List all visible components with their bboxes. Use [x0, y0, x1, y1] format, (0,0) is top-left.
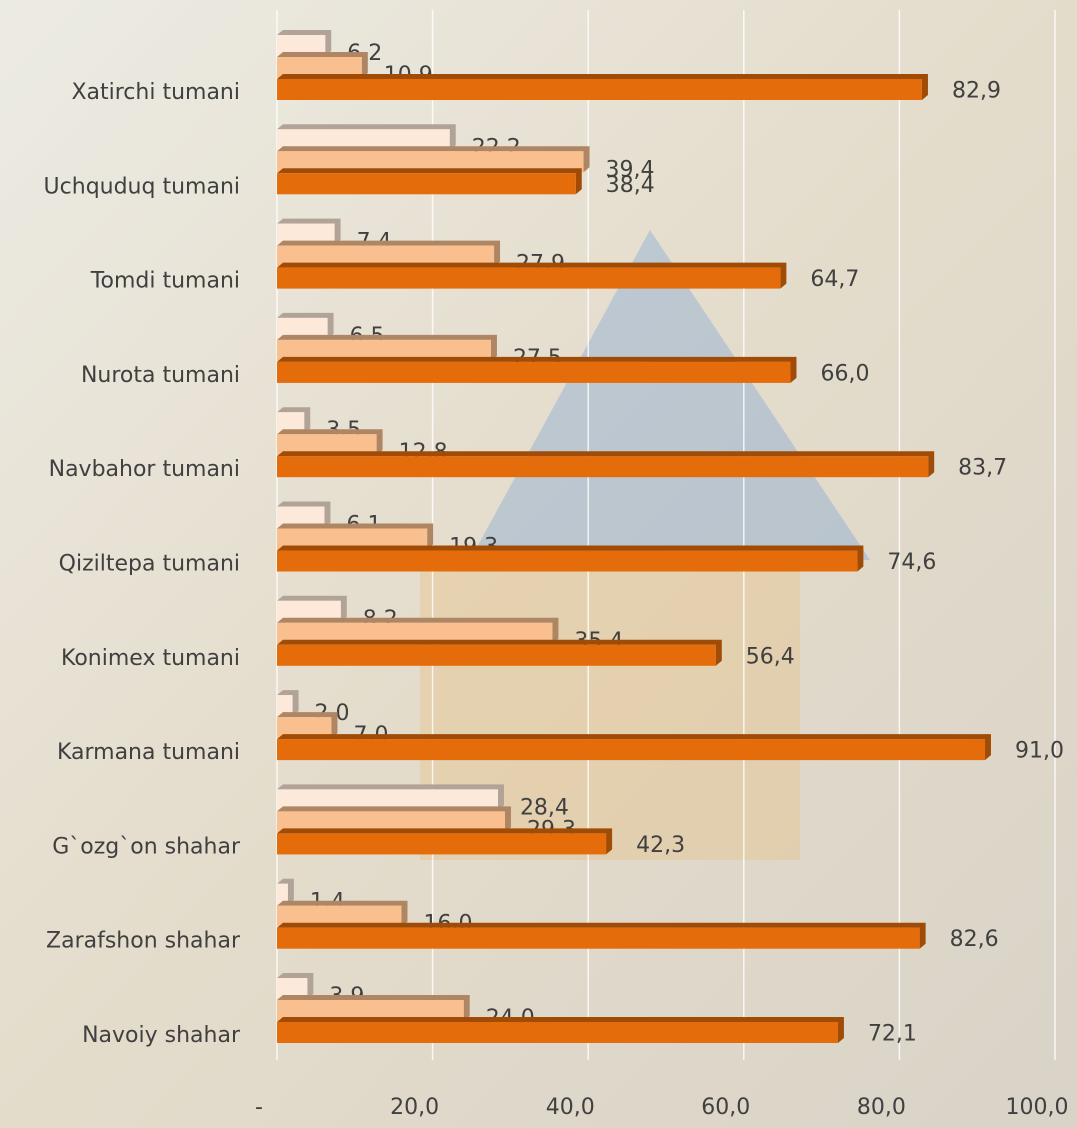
bar [277, 644, 716, 666]
x-tick-label: 40,0 [546, 1095, 595, 1120]
category-label: Xatirchi tumani [71, 80, 240, 105]
bar-side [277, 74, 928, 100]
value-label: 64,7 [810, 267, 859, 292]
value-label: 72,1 [868, 1022, 917, 1047]
value-label: 39,4 [606, 157, 655, 182]
bar [277, 927, 920, 949]
value-label: 56,4 [746, 644, 795, 669]
bar-side [277, 806, 511, 833]
bar [277, 245, 495, 267]
bar [277, 811, 505, 833]
bar-side [277, 168, 582, 195]
bar-side [277, 878, 294, 905]
background-decoration [470, 230, 870, 560]
bar [277, 456, 929, 478]
category-label: G`ozg`on shahar [52, 834, 241, 859]
bar [277, 833, 607, 855]
bar-side [277, 828, 613, 855]
bar-side [277, 545, 864, 572]
category-label: Karmana tumani [57, 740, 240, 765]
bar-side [277, 262, 787, 289]
category-label: Qiziltepa tumani [59, 552, 240, 577]
bar [277, 57, 362, 78]
bar [277, 129, 450, 151]
value-label: 91,0 [1015, 739, 1064, 764]
value-label: 74,6 [887, 550, 936, 575]
bar [277, 361, 791, 383]
bar-side [277, 1017, 844, 1043]
category-label: Tomdi tumani [90, 269, 240, 294]
value-label: 82,6 [950, 927, 999, 952]
bar [277, 1022, 838, 1043]
bar [277, 622, 553, 644]
category-label: Uchquduq tumani [44, 174, 240, 199]
bar-side [277, 595, 347, 622]
x-tick-label: 80,0 [857, 1095, 906, 1120]
bar [277, 883, 288, 905]
bar-side [277, 429, 383, 456]
value-label: 28,4 [520, 795, 569, 820]
bar [277, 173, 576, 195]
bar [277, 506, 325, 528]
bar [277, 528, 428, 550]
bar [277, 79, 922, 100]
bar [277, 1000, 464, 1021]
bar-side [277, 52, 368, 78]
bar [277, 434, 377, 456]
bar-side [277, 922, 926, 949]
bar [277, 412, 305, 434]
bar-side [277, 734, 991, 761]
bar-side [277, 900, 408, 927]
bar-side [277, 690, 299, 717]
bar [277, 905, 402, 927]
bar [277, 35, 326, 56]
bar [277, 600, 341, 622]
x-tick-label: 60,0 [701, 1095, 750, 1120]
bar-side [277, 356, 797, 383]
value-label: 42,3 [636, 833, 685, 858]
category-label: Nurota tumani [81, 363, 240, 388]
bar [277, 695, 293, 717]
bar-side [277, 784, 504, 811]
category-label: Zarafshon shahar [46, 929, 241, 954]
value-label: 66,0 [820, 361, 869, 386]
bar-side [277, 218, 341, 245]
bar-side [277, 639, 722, 666]
bar-side [277, 617, 559, 644]
bar [277, 151, 584, 173]
bar-side [277, 995, 470, 1021]
value-label: 83,7 [958, 456, 1007, 481]
x-tick-label: - [255, 1095, 263, 1120]
bar-side [277, 146, 590, 173]
bar [277, 978, 308, 999]
x-tick-label: 100,0 [1006, 1095, 1069, 1120]
bar [277, 739, 985, 761]
bar [277, 267, 781, 289]
bar [277, 317, 328, 339]
bar-side [277, 523, 434, 550]
bar [277, 789, 498, 811]
bar [277, 223, 335, 245]
value-label: 82,9 [952, 79, 1001, 104]
bar-side [277, 240, 501, 267]
value-label: 38,4 [606, 173, 655, 198]
category-label: Navbahor tumani [49, 457, 240, 482]
bar [277, 717, 332, 739]
bar-side [277, 712, 338, 739]
x-tick-label: 20,0 [390, 1095, 439, 1120]
bar-side [277, 451, 935, 478]
bar [277, 339, 491, 361]
bar-side [277, 124, 456, 151]
category-label: Konimex tumani [61, 646, 240, 671]
bar-side [277, 334, 497, 361]
bar [277, 550, 858, 572]
category-label: Navoiy shahar [82, 1023, 241, 1048]
